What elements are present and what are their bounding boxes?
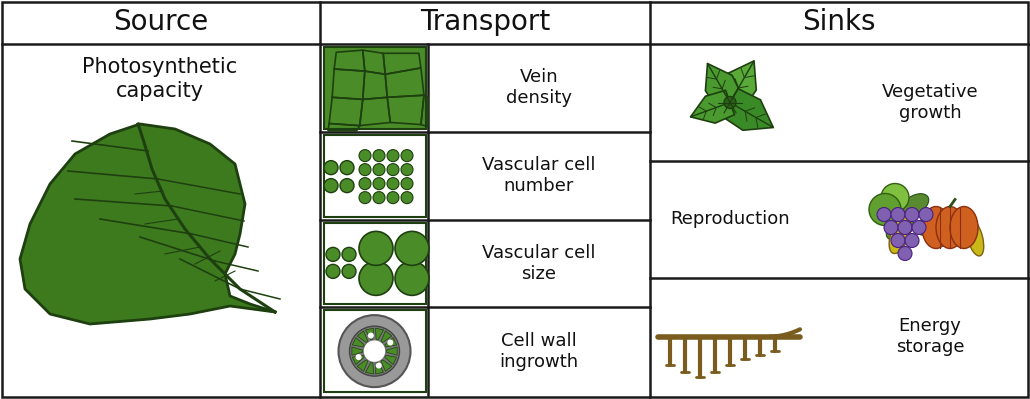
Bar: [324, 223, 426, 304]
Circle shape: [373, 150, 385, 162]
Circle shape: [342, 247, 356, 261]
Circle shape: [891, 233, 905, 247]
Polygon shape: [352, 338, 365, 347]
Circle shape: [387, 178, 399, 190]
Text: Vegetative
growth: Vegetative growth: [882, 83, 978, 122]
Circle shape: [359, 192, 371, 203]
Polygon shape: [376, 363, 383, 374]
Circle shape: [339, 315, 411, 387]
Circle shape: [359, 164, 371, 176]
Polygon shape: [366, 363, 374, 374]
Circle shape: [877, 207, 891, 221]
Circle shape: [401, 178, 413, 190]
Circle shape: [340, 179, 354, 193]
Circle shape: [401, 192, 413, 203]
Circle shape: [891, 207, 905, 221]
Circle shape: [884, 221, 898, 235]
Circle shape: [365, 341, 384, 361]
Ellipse shape: [966, 219, 984, 256]
Polygon shape: [706, 63, 743, 109]
Polygon shape: [385, 356, 397, 365]
Circle shape: [898, 221, 912, 235]
Circle shape: [869, 194, 901, 225]
Text: Source: Source: [113, 8, 209, 36]
Circle shape: [912, 221, 926, 235]
Circle shape: [373, 192, 385, 203]
Circle shape: [905, 233, 919, 247]
Polygon shape: [385, 338, 397, 347]
Circle shape: [327, 265, 340, 279]
Circle shape: [387, 340, 393, 346]
Text: Sinks: Sinks: [802, 8, 876, 36]
Polygon shape: [690, 90, 734, 123]
Circle shape: [349, 326, 400, 376]
Bar: [324, 135, 426, 217]
Polygon shape: [386, 347, 398, 355]
Text: Photosynthetic
capacity: Photosynthetic capacity: [82, 57, 238, 101]
Circle shape: [905, 207, 919, 221]
Polygon shape: [381, 331, 391, 342]
Circle shape: [324, 161, 338, 175]
Polygon shape: [357, 331, 368, 342]
Ellipse shape: [901, 194, 929, 215]
Text: Energy
storage: Energy storage: [896, 317, 964, 356]
Polygon shape: [381, 360, 391, 371]
Circle shape: [387, 192, 399, 203]
Circle shape: [359, 150, 371, 162]
Circle shape: [898, 247, 912, 261]
FancyArrowPatch shape: [893, 202, 897, 210]
Circle shape: [387, 164, 399, 176]
Circle shape: [324, 179, 338, 193]
Circle shape: [394, 231, 430, 265]
Circle shape: [359, 231, 393, 265]
Polygon shape: [352, 347, 363, 355]
Circle shape: [373, 178, 385, 190]
Ellipse shape: [950, 207, 978, 249]
Text: Vascular cell
number: Vascular cell number: [482, 156, 595, 195]
Bar: [324, 310, 426, 392]
Polygon shape: [357, 360, 368, 371]
Polygon shape: [376, 328, 383, 340]
Polygon shape: [717, 61, 756, 110]
Polygon shape: [722, 89, 774, 130]
Circle shape: [373, 164, 385, 176]
Circle shape: [401, 150, 413, 162]
Circle shape: [359, 261, 393, 295]
Text: Cell wall
ingrowth: Cell wall ingrowth: [500, 332, 579, 371]
Circle shape: [724, 97, 736, 109]
Text: Reproduction: Reproduction: [671, 211, 790, 229]
Circle shape: [327, 247, 340, 261]
Circle shape: [355, 354, 362, 360]
Circle shape: [401, 164, 413, 176]
Bar: [324, 47, 426, 129]
Circle shape: [340, 161, 354, 175]
Polygon shape: [352, 356, 365, 365]
Circle shape: [359, 178, 371, 190]
Circle shape: [368, 332, 374, 338]
Ellipse shape: [917, 214, 943, 235]
Text: Transport: Transport: [420, 8, 550, 36]
Ellipse shape: [936, 207, 964, 249]
Circle shape: [394, 261, 430, 295]
Circle shape: [376, 363, 382, 369]
Polygon shape: [20, 124, 275, 324]
Ellipse shape: [886, 219, 914, 240]
Circle shape: [919, 207, 933, 221]
Polygon shape: [366, 328, 374, 340]
Ellipse shape: [889, 215, 911, 253]
Circle shape: [881, 184, 909, 211]
Circle shape: [342, 265, 356, 279]
Text: Vascular cell
size: Vascular cell size: [482, 244, 595, 283]
Ellipse shape: [922, 207, 950, 249]
Text: Vein
density: Vein density: [506, 69, 572, 107]
Circle shape: [387, 150, 399, 162]
